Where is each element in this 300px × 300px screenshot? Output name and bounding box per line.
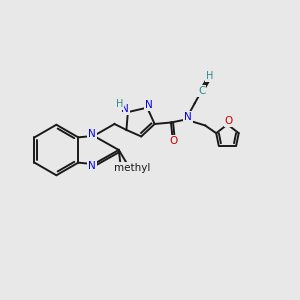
Text: N: N [145, 100, 153, 110]
Text: N: N [88, 129, 96, 140]
Text: N: N [121, 104, 129, 114]
Text: methyl: methyl [122, 165, 127, 166]
Text: O: O [170, 136, 178, 146]
Text: H: H [206, 71, 213, 81]
Text: H: H [116, 99, 123, 109]
Text: N: N [184, 112, 192, 122]
Text: N: N [88, 160, 96, 171]
Text: methyl: methyl [114, 163, 150, 173]
Text: O: O [225, 116, 233, 126]
Text: C: C [198, 86, 205, 96]
